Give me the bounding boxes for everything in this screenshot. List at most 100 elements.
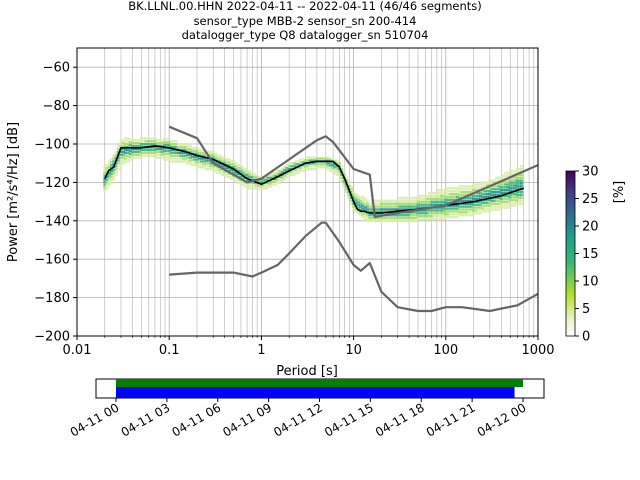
psd-cell: [469, 188, 473, 191]
psd-cell: [488, 210, 492, 213]
psd-cell: [354, 198, 358, 202]
psd-cell: [481, 192, 485, 196]
psd-cell: [109, 169, 114, 173]
psd-cell: [428, 194, 432, 198]
psd-cell: [428, 209, 432, 212]
psd-cell: [202, 166, 206, 169]
psd-cell: [354, 210, 358, 213]
psd-cell: [133, 150, 137, 154]
psd-cell: [234, 176, 238, 179]
psd-cell: [313, 167, 317, 171]
psd-cell: [227, 172, 231, 176]
psd-cell: [176, 151, 181, 155]
psd-cell: [250, 175, 254, 179]
psd-cell: [519, 193, 524, 197]
coverage-tick-label: 04-11 06: [170, 400, 224, 439]
psd-cell: [257, 175, 261, 179]
psd-cell: [165, 155, 169, 158]
psd-cell: [317, 163, 321, 166]
coverage-bars: [116, 379, 523, 398]
psd-cell: [506, 189, 510, 192]
psd-cell: [195, 146, 199, 150]
psd-cell: [352, 205, 356, 208]
psd-cell: [453, 210, 457, 213]
psd-cell: [393, 214, 397, 217]
psd-cell: [430, 200, 434, 203]
psd-cell: [121, 153, 125, 156]
psd-cell: [126, 160, 130, 163]
psd-cell: [218, 160, 222, 163]
psd-cell: [384, 208, 388, 211]
psd-cell: [495, 188, 499, 191]
psd-cell: [243, 185, 247, 188]
psd-cell: [414, 219, 418, 223]
psd-cell: [349, 185, 353, 188]
psd-cell: [441, 212, 446, 215]
psd-cell: [430, 209, 434, 212]
psd-cell: [474, 206, 478, 209]
psd-cell: [506, 197, 510, 201]
psd-cell: [151, 145, 155, 149]
psd-cell: [446, 192, 450, 196]
psd-cell: [441, 206, 446, 209]
psd-cell: [322, 166, 326, 169]
psd-cell: [190, 158, 195, 161]
psd-cell: [271, 171, 275, 175]
psd-cell: [356, 197, 360, 201]
psd-cell: [223, 162, 227, 165]
psd-cell: [460, 214, 464, 217]
psd-cell: [315, 166, 319, 169]
psd-cell: [243, 167, 247, 171]
psd-cell: [359, 205, 363, 208]
psd-cell: [428, 197, 432, 201]
psd-cell: [117, 144, 121, 148]
psd-cell: [472, 194, 476, 198]
psd-cell: [299, 158, 303, 161]
psd-cell: [368, 208, 372, 211]
psd-cell: [492, 202, 497, 205]
psd-cell: [492, 188, 497, 191]
psd-cell: [148, 151, 153, 155]
psd-cell: [308, 159, 312, 162]
psd-cell: [354, 195, 358, 199]
psd-cell: [241, 168, 245, 172]
psd-cell: [467, 211, 471, 214]
psd-cell: [377, 216, 381, 220]
psd-cell: [519, 196, 524, 200]
psd-cell: [133, 153, 137, 156]
psd-cell: [439, 189, 443, 192]
psd-cell: [409, 216, 413, 220]
psd-cell: [112, 171, 116, 175]
psd-cell: [483, 210, 487, 213]
psd-cell: [333, 171, 337, 175]
psd-cell: [393, 216, 397, 220]
psd-cell: [155, 139, 159, 142]
psd-cell: [398, 196, 402, 200]
psd-cell: [359, 196, 363, 200]
psd-cell: [107, 174, 111, 178]
psd-cell: [269, 176, 273, 179]
psd-cell: [416, 197, 420, 201]
psd-cell: [167, 155, 171, 158]
psd-cell: [306, 165, 310, 168]
psd-cell: [158, 147, 162, 151]
psd-cell: [368, 205, 372, 208]
psd-cell: [411, 205, 416, 208]
psd-cell: [213, 152, 218, 155]
psd-cell: [502, 174, 506, 178]
psd-cell: [190, 146, 195, 150]
psd-cell: [197, 163, 201, 166]
psd-cell: [511, 204, 515, 207]
psd-cell: [504, 200, 508, 203]
psd-cell: [439, 194, 443, 198]
psd-cell: [299, 161, 303, 164]
psd-cell: [190, 155, 195, 158]
psd-cell: [458, 205, 462, 208]
psd-cell: [453, 195, 457, 199]
psd-cell: [372, 216, 377, 220]
psd-cell: [349, 191, 353, 194]
psd-cell: [190, 161, 195, 164]
psd-cell: [128, 158, 132, 161]
coverage-tick-label: 04-11 12: [271, 400, 325, 439]
psd-cell: [499, 189, 504, 192]
